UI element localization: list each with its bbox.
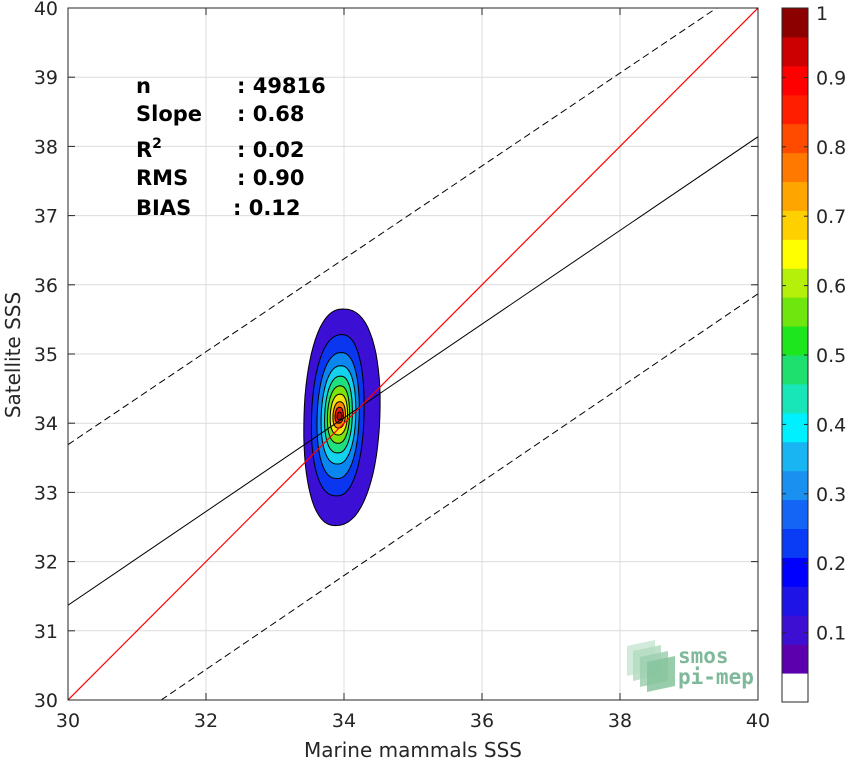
stat-value-bias: : 0.12 [233,196,301,220]
regression-fit-line [68,136,758,606]
colorbar-segment [782,499,808,529]
colorbar-segment [782,615,808,645]
colorbar-segment [782,557,808,587]
colorbar-segment [782,383,808,414]
y-tick-label: 36 [34,275,58,297]
stat-label-rms: RMS [136,166,188,190]
colorbar-segment [782,326,808,356]
colorbar-segment [782,528,808,558]
colorbar-segment [782,94,808,125]
colorbar-segment [782,586,808,616]
colorbar-tick-label: 0.3 [816,484,846,506]
stat-value-rms: : 0.90 [237,166,305,190]
stat-label-bias: BIAS [136,196,191,220]
colorbar-segment [782,673,808,703]
stat-value-slope: : 0.68 [237,102,305,126]
x-tick-label: 32 [194,710,218,732]
y-tick-label: 31 [34,621,58,643]
colorbar-segment [782,297,808,327]
colorbar: 0.1 0.2 0.3 0.4 0.5 0.6 0.7 0.8 0.9 1 [781,3,846,703]
colorbar-tick-label: 1 [816,3,828,25]
colorbar-tick-label: 0.7 [816,206,846,228]
colorbar-segment [782,123,808,154]
colorbar-tick-label: 0.9 [816,67,846,89]
colorbar-segment [782,181,808,211]
x-tick-label: 38 [608,710,632,732]
regression-lines [68,8,758,700]
colorbar-segment [782,644,808,674]
colorbar-tick-label: 0.4 [816,414,846,436]
logo-text-line2: pi-mep [678,665,754,689]
logo-text-line1: smos [678,644,729,668]
colorbar-segment [782,470,808,501]
grid-lines [67,7,759,701]
colorbar-segment [782,152,808,182]
x-tick-label: 30 [56,710,80,732]
colorbar-tick-label: 0.6 [816,276,846,298]
y-axis-label: Satellite SSS [1,292,25,418]
x-tick-label: 40 [746,710,770,732]
y-tick-label: 32 [34,552,58,574]
stat-label-n: n [136,74,151,98]
y-tick-label: 40 [34,0,58,20]
y-tick-label: 35 [34,344,58,366]
y-tick-label: 39 [34,67,58,89]
density-contour-level [336,411,343,421]
colorbar-segment [782,36,808,67]
density-contours [303,308,381,527]
y-tick-label: 30 [34,690,58,712]
stat-value-r: : 0.02 [237,138,305,162]
colorbar-tick-label: 0.2 [816,553,846,575]
colorbar-tick-label: 0.1 [816,623,846,645]
logo-sheet-3 [647,656,675,692]
x-tick-label: 34 [332,710,356,732]
y-tick-label: 34 [34,413,58,435]
tick-labels: 30 32 34 36 38 40 30 31 32 33 34 35 36 37 38 39 40 [34,0,770,732]
colorbar-segment [782,239,808,269]
axes [67,7,759,701]
logo-mark-icon [627,640,675,692]
stat-superscript: 2 [152,136,162,152]
colorbar-segment [782,355,808,385]
stat-label-slope: Slope [136,102,202,126]
identity-line [68,8,758,700]
colorbar-tick-label: 0.8 [816,137,846,159]
colorbar-segment [782,8,808,38]
y-tick-label: 33 [34,482,58,504]
x-axis-label: Marine mammals SSS [304,738,522,762]
x-tick-label: 36 [470,710,494,732]
colorbar-segment [782,412,808,443]
y-tick-label: 37 [34,206,58,228]
y-tick-label: 38 [34,136,58,158]
stat-value-n: : 49816 [237,74,326,98]
colorbar-segment [782,268,808,298]
upper-bound-dashed-line [68,8,717,446]
colorbar-tick-label: 0.5 [816,345,846,367]
smos-pi-mep-logo: smos pi-mep [627,640,754,692]
colorbar-segment [782,441,808,472]
colorbar-segment [782,210,808,240]
colorbar-segment [782,65,808,96]
